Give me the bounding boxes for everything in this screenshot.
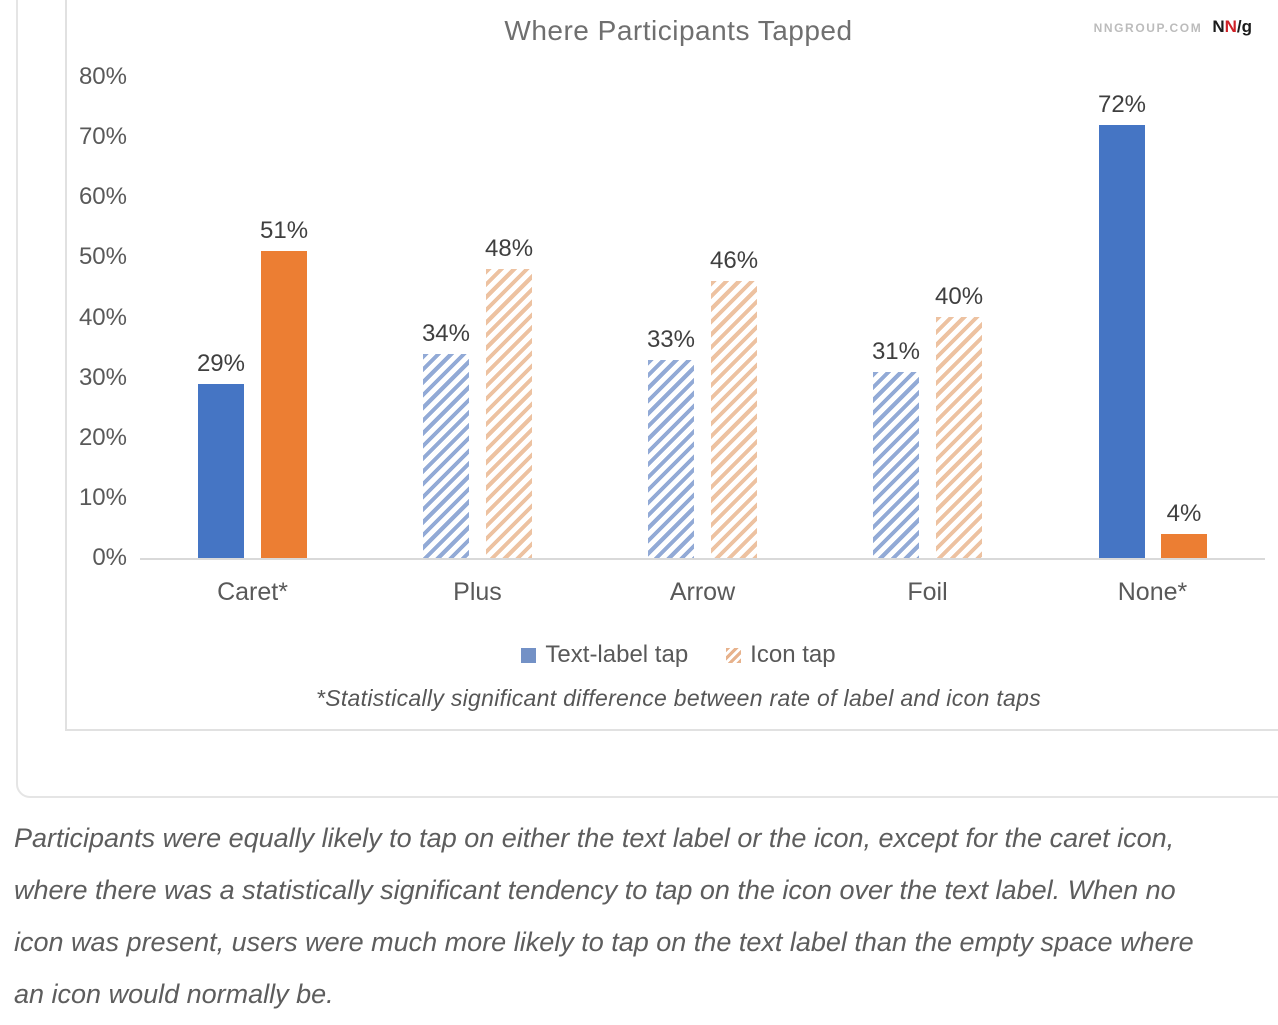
bar-groups: 29% 51% 34% 48% 33% 46% 31% 40% 72% 4% — [140, 77, 1265, 558]
y-tick-70: 70% — [78, 123, 127, 151]
bar-unit: 34% — [422, 320, 470, 558]
bar-caret-icon-tap — [261, 251, 308, 558]
bar-unit: 46% — [710, 247, 758, 558]
legend-item-icon-tap: Icon tap — [726, 641, 836, 669]
bar-unit: 29% — [197, 350, 245, 558]
y-tick-40: 40% — [78, 303, 127, 331]
plot-area: 29% 51% 34% 48% 33% 46% 31% 40% 72% 4% — [140, 77, 1265, 560]
y-axis: 0% 10% 20% 30% 40% 50% 60% 70% 80% — [67, 63, 131, 571]
logo-n-black: N — [1212, 17, 1225, 36]
bar-value-label: 46% — [710, 247, 759, 274]
bar-plus-text-label-tap — [422, 354, 469, 558]
nngroup-site-text: NNGROUP.COM — [1093, 21, 1203, 35]
caption-line-3: icon was present, users were much more l… — [14, 927, 1194, 957]
y-tick-20: 20% — [78, 423, 127, 451]
bar-group-none: 72% 4% — [1040, 77, 1265, 558]
figure-caption: Participants were equally likely to tap … — [14, 812, 1278, 1020]
y-tick-80: 80% — [78, 63, 127, 90]
logo-slash-g: /g — [1236, 17, 1252, 36]
logo-n-red: N — [1224, 17, 1237, 36]
legend-label-text-label-tap: Text-label tap — [545, 641, 689, 668]
chart-title: Where Participants Tapped — [504, 15, 853, 46]
chart: Where Participants Tapped NNGROUP.COM NN… — [65, 0, 1278, 731]
bar-arrow-text-label-tap — [647, 360, 694, 558]
bar-unit: 72% — [1098, 91, 1146, 558]
legend-label-icon-tap: Icon tap — [750, 641, 836, 668]
bar-value-label: 40% — [935, 283, 984, 310]
caption-line-2: where there was a statistically signific… — [14, 875, 1176, 905]
bar-value-label: 29% — [196, 350, 245, 377]
nng-brand: NNGROUP.COM NN/g — [1094, 17, 1252, 37]
nng-logo: NN/g — [1212, 17, 1252, 37]
bar-group-foil: 31% 40% — [815, 77, 1040, 558]
legend: Text-label tap Icon tap — [67, 641, 1278, 669]
legend-swatch-icon-tap — [726, 647, 742, 663]
y-tick-60: 60% — [78, 183, 127, 211]
bar-none-text-label-tap — [1098, 125, 1145, 558]
caption-line-4: an icon would normally be. — [14, 979, 334, 1009]
bar-value-label: 48% — [485, 235, 534, 262]
x-axis-label-caret: Caret* — [217, 578, 288, 606]
bar-caret-text-label-tap — [197, 384, 244, 558]
bar-unit: 48% — [485, 235, 533, 558]
caption-line-1: Participants were equally likely to tap … — [14, 823, 1175, 853]
bar-arrow-icon-tap — [711, 281, 758, 558]
bar-value-label: 33% — [646, 326, 695, 353]
significance-footnote: *Statistically significant difference be… — [315, 685, 1042, 711]
bar-foil-text-label-tap — [872, 372, 919, 558]
bar-group-caret: 29% 51% — [140, 77, 365, 558]
bar-unit: 51% — [260, 217, 308, 558]
bar-value-label: 72% — [1097, 91, 1147, 118]
bar-unit: 40% — [935, 283, 983, 558]
bar-value-label: 31% — [871, 338, 920, 365]
y-tick-0: 0% — [92, 544, 127, 571]
legend-swatch-text-label-tap — [521, 647, 537, 663]
legend-item-text-label-tap: Text-label tap — [521, 641, 688, 669]
y-tick-30: 30% — [78, 363, 127, 391]
x-axis-label-arrow: Arrow — [669, 578, 736, 606]
x-axis-label-foil: Foil — [907, 578, 948, 606]
bar-value-label: 51% — [260, 217, 309, 244]
y-tick-10: 10% — [78, 483, 127, 511]
bar-foil-icon-tap — [936, 317, 983, 558]
figure-frame: Where Participants Tapped NNGROUP.COM NN… — [16, 0, 1278, 798]
bar-unit: 33% — [647, 326, 695, 558]
x-axis-label-none: None* — [1117, 578, 1188, 606]
x-axis-labels: Caret* Plus Arrow Foil None* — [140, 578, 1265, 607]
x-axis-label-plus: Plus — [453, 578, 502, 606]
y-tick-50: 50% — [78, 243, 127, 271]
bar-group-arrow: 33% 46% — [590, 77, 815, 558]
bar-value-label: 34% — [421, 320, 470, 347]
bar-none-icon-tap — [1161, 534, 1208, 558]
bar-unit: 4% — [1161, 500, 1208, 558]
bar-plus-icon-tap — [486, 269, 533, 558]
bar-unit: 31% — [872, 338, 920, 558]
bar-group-plus: 34% 48% — [365, 77, 590, 558]
bar-value-label: 4% — [1166, 500, 1202, 527]
x-axis-line — [140, 558, 1265, 560]
